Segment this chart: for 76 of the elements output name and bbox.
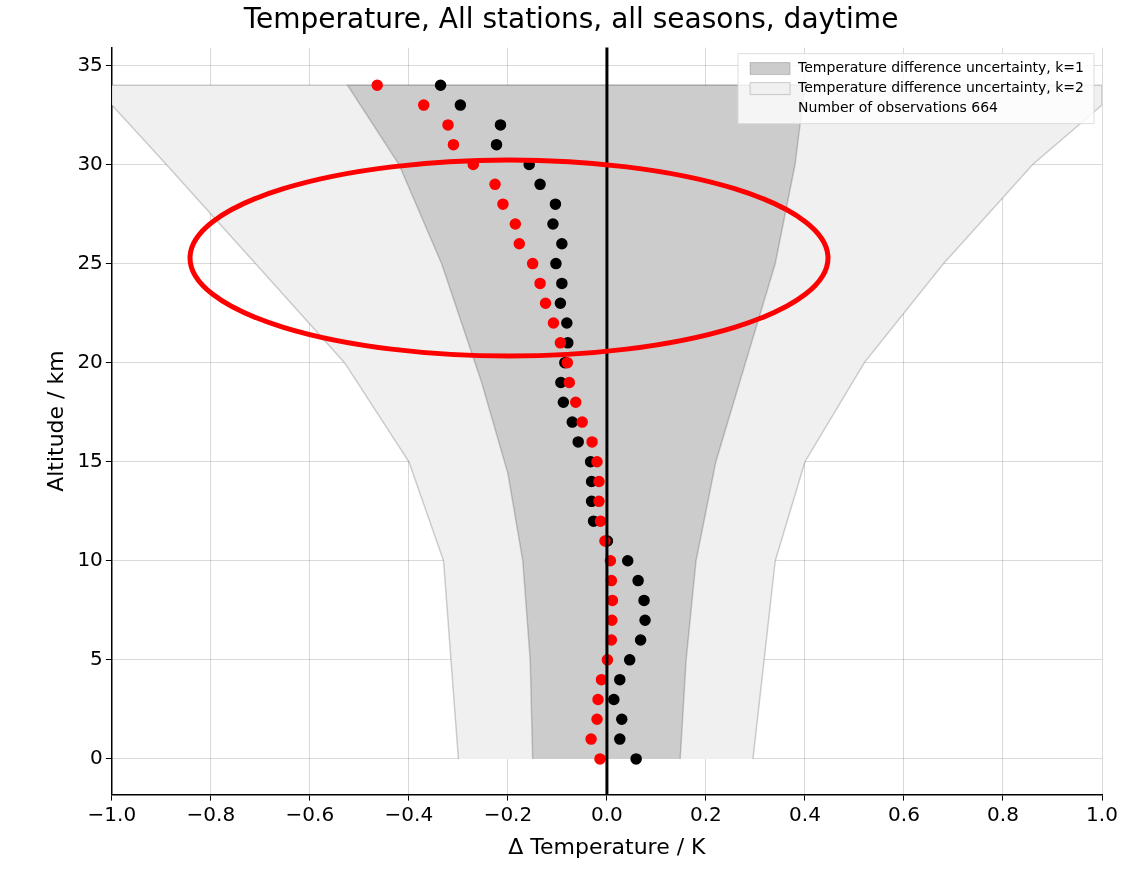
- y-tick-label: 30: [77, 150, 103, 175]
- point: [594, 515, 607, 527]
- point: [494, 119, 507, 131]
- point: [576, 416, 588, 428]
- point: [591, 455, 603, 468]
- point: [550, 257, 562, 270]
- point: [509, 218, 522, 230]
- y-tick-label: 10: [77, 546, 103, 571]
- point: [621, 555, 634, 567]
- point: [547, 317, 560, 329]
- y-axis-title: Altitude / km: [42, 350, 68, 492]
- x-tick-label: 0.2: [690, 801, 722, 826]
- point: [489, 178, 501, 191]
- point: [534, 178, 546, 191]
- point: [490, 138, 503, 151]
- point: [526, 257, 539, 270]
- x-tick-label: −0.6: [285, 801, 335, 826]
- y-tick-label: 20: [77, 348, 103, 373]
- point: [497, 198, 509, 210]
- point: [593, 475, 605, 488]
- point: [554, 297, 567, 309]
- point: [586, 436, 598, 448]
- x-tick-label: 0.0: [591, 801, 623, 826]
- point: [623, 654, 636, 666]
- point: [556, 277, 568, 290]
- x-tick-label: 0.4: [789, 801, 821, 826]
- point: [614, 733, 626, 745]
- y-tick-label: 0: [90, 745, 103, 770]
- point: [594, 753, 606, 765]
- point: [593, 495, 605, 508]
- x-tick-label: −0.2: [483, 801, 533, 826]
- point: [591, 713, 603, 726]
- x-axis-title: Δ Temperature / K: [508, 833, 707, 859]
- point: [418, 99, 430, 111]
- y-tick-label: 35: [77, 51, 103, 76]
- point: [592, 693, 604, 706]
- point: [616, 713, 628, 726]
- annotation: Number of observations 664: [798, 99, 999, 116]
- point: [513, 238, 526, 250]
- point: [454, 99, 467, 111]
- point: [614, 673, 626, 686]
- point: [634, 634, 647, 646]
- point: [534, 277, 546, 290]
- x-tick-label: 0.8: [987, 801, 1019, 826]
- point: [371, 79, 383, 91]
- point: [563, 376, 576, 389]
- x-tick-label: 1.0: [1086, 801, 1118, 826]
- point: [556, 238, 568, 250]
- point: [557, 396, 570, 409]
- point: [638, 594, 650, 607]
- x-tick-label: 0.6: [888, 801, 920, 826]
- y-tick-label: 5: [90, 646, 103, 671]
- y-tick-label: 25: [77, 249, 103, 274]
- legend-label: Temperature difference uncertainty, k=1: [797, 59, 1085, 76]
- point: [554, 337, 567, 349]
- point: [549, 198, 562, 210]
- point: [566, 416, 579, 428]
- point: [561, 317, 573, 329]
- x-tick-label: −0.4: [384, 801, 434, 826]
- point: [569, 396, 582, 409]
- chart-title: Temperature, All stations, all seasons, daytime: [242, 2, 899, 36]
- point: [442, 119, 454, 131]
- point: [434, 79, 447, 91]
- x-tick-label: −0.8: [186, 801, 236, 826]
- point: [539, 297, 552, 309]
- point: [608, 693, 620, 706]
- point: [630, 753, 642, 765]
- point: [639, 614, 651, 626]
- point: [585, 733, 597, 745]
- point: [547, 218, 559, 230]
- legend-label: Temperature difference uncertainty, k=2: [797, 79, 1085, 96]
- x-tick-label: −1.0: [87, 801, 137, 826]
- point: [572, 436, 584, 448]
- point: [632, 574, 644, 587]
- point: [447, 138, 460, 151]
- y-tick-label: 15: [77, 447, 103, 472]
